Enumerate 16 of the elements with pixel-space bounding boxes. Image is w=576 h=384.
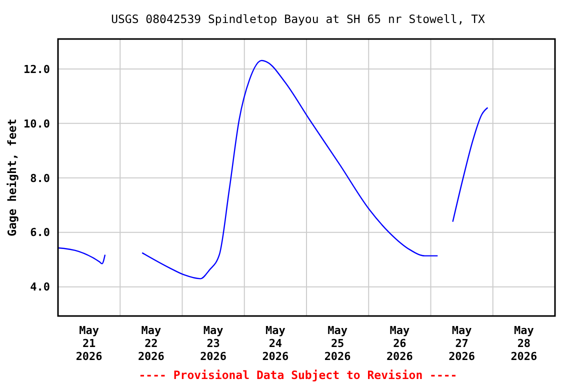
y-tick-label: 10.0 bbox=[24, 117, 50, 130]
x-tick-label: May 27 2026 bbox=[448, 324, 476, 363]
y-tick-label: 12.0 bbox=[24, 62, 50, 76]
x-tick-label: May 25 2026 bbox=[324, 324, 352, 363]
x-tick-label: May 26 2026 bbox=[386, 324, 414, 363]
x-tick-label: May 21 2026 bbox=[76, 324, 103, 363]
x-tick-label: May 28 2026 bbox=[510, 324, 538, 363]
y-tick-label: 8.0 bbox=[30, 172, 50, 185]
text: ---- Provisional Data Subject to Revision ---- bbox=[138, 368, 458, 382]
y-tick-label: 4.0 bbox=[30, 280, 50, 294]
y-tick-label: 6.0 bbox=[30, 226, 50, 240]
x-tick-label: May 23 2026 bbox=[200, 324, 227, 363]
x-tick-label: May 24 2026 bbox=[262, 324, 290, 363]
chart-title: USGS 08042539 Spindletop Bayou at SH 65 nr Stowell, TX bbox=[111, 12, 486, 26]
y-axis-title: Gage height, feet bbox=[5, 118, 19, 236]
x-tick-label: May 22 2026 bbox=[138, 324, 165, 363]
